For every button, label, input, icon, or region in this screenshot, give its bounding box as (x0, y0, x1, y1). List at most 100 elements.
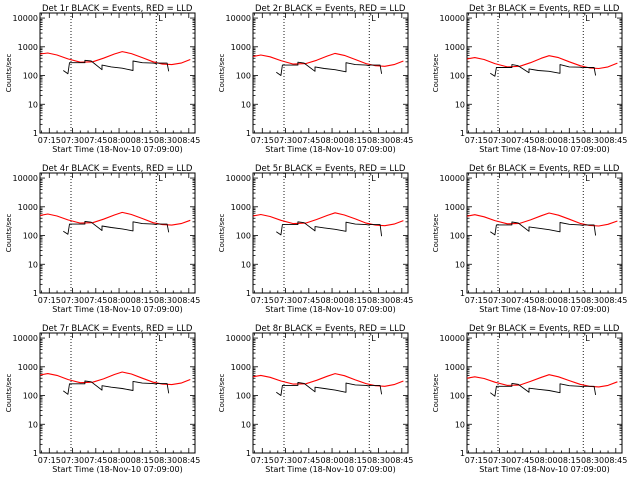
panel-title: Det 1r BLACK = Events, RED = LLD (42, 4, 193, 14)
y-tick-label: 10000 (226, 174, 251, 183)
y-tick-label: 100 (236, 232, 251, 241)
y-axis-label: Counts/sec (5, 214, 13, 253)
x-tick-label: 08:30 (367, 136, 390, 145)
x-tick-label: 08:30 (367, 296, 390, 305)
lld-rate-line (467, 55, 618, 70)
y-tick-label: 1 (33, 129, 38, 138)
y-axis-label: Counts/sec (5, 54, 13, 93)
marker-label: L (158, 334, 163, 343)
plot-frame (466, 332, 623, 454)
x-axis-label: Start Time (18-Nov-10 07:09:00) (479, 145, 609, 154)
x-tick-label: 08:15 (344, 296, 367, 305)
event-rate-line (276, 221, 383, 237)
x-tick-label: 07:15 (38, 456, 61, 465)
y-tick-label: 10000 (226, 14, 251, 23)
marker-label: L (158, 14, 163, 23)
event-rate-line (490, 221, 597, 236)
x-tick-label: 08:15 (131, 136, 154, 145)
y-tick-label: 10000 (440, 14, 465, 23)
detector-panel-3: Det 3r BLACK = Events, RED = LLD 1 10 100 10… (432, 4, 627, 154)
y-tick-label: 100 (450, 232, 465, 241)
y-tick-label: 1000 (231, 43, 251, 52)
y-tick-label: 10000 (440, 334, 465, 343)
marker-label: L (371, 174, 376, 183)
plot-frame (466, 172, 623, 294)
x-tick-label: 08:30 (154, 136, 177, 145)
y-tick-label: 10 (28, 100, 38, 109)
y-axis-label: Counts/sec (432, 54, 440, 93)
x-tick-label: 07:15 (465, 456, 488, 465)
x-tick-label: 08:00 (321, 296, 344, 305)
detector-panel-2: Det 2r BLACK = Events, RED = LLD 1 10 100 10… (218, 4, 413, 154)
x-tick-label: 07:15 (465, 136, 488, 145)
x-axis-label: Start Time (18-Nov-10 07:09:00) (265, 465, 395, 474)
x-tick-label: 08:00 (108, 456, 131, 465)
lld-rate-line (467, 374, 618, 388)
y-tick-label: 1 (33, 449, 38, 458)
y-tick-label: 10000 (13, 14, 38, 23)
x-tick-label: 08:30 (581, 456, 604, 465)
y-tick-label: 1 (460, 449, 465, 458)
x-axis-label: Start Time (18-Nov-10 07:09:00) (479, 465, 609, 474)
x-tick-label: 08:45 (390, 456, 413, 465)
x-tick-label: 07:30 (488, 296, 511, 305)
y-tick-label: 10 (28, 260, 38, 269)
x-tick-label: 07:30 (488, 456, 511, 465)
y-tick-label: 1000 (231, 203, 251, 212)
detector-panel-5: Det 5r BLACK = Events, RED = LLD 1 10 100 10… (218, 164, 413, 314)
x-tick-label: 07:15 (465, 296, 488, 305)
x-tick-label: 07:30 (61, 136, 84, 145)
panel-title: Det 7r BLACK = Events, RED = LLD (42, 324, 193, 334)
x-tick-label: 07:45 (297, 296, 320, 305)
lld-rate-line (253, 373, 404, 387)
marker-label: L (371, 14, 376, 23)
marker-label: L (585, 174, 590, 183)
event-rate-line (63, 380, 170, 395)
plot-frame (39, 12, 196, 134)
y-tick-label: 1000 (18, 363, 38, 372)
y-tick-label: 100 (23, 232, 38, 241)
detector-panel-9: Det 9r BLACK = Events, RED = LLD 1 10 100 10… (432, 324, 627, 474)
y-tick-label: 1 (246, 129, 251, 138)
y-tick-label: 10 (241, 100, 251, 109)
y-axis-label: Counts/sec (218, 54, 226, 93)
y-tick-label: 10000 (440, 174, 465, 183)
y-tick-label: 10 (241, 420, 251, 429)
event-rate-line (63, 220, 170, 235)
x-tick-label: 08:15 (131, 296, 154, 305)
y-tick-label: 1000 (445, 363, 465, 372)
marker-label: L (371, 334, 376, 343)
marker-label: L (158, 174, 163, 183)
x-tick-label: 08:15 (558, 296, 581, 305)
x-tick-label: 07:45 (511, 296, 534, 305)
x-tick-label: 07:30 (274, 136, 297, 145)
y-tick-label: 1000 (18, 203, 38, 212)
panel-title: Det 4r BLACK = Events, RED = LLD (42, 164, 193, 174)
marker-label: L (585, 14, 590, 23)
y-tick-label: 100 (23, 72, 38, 81)
y-axis-label: Counts/sec (5, 374, 13, 413)
x-tick-label: 07:15 (251, 456, 274, 465)
x-tick-label: 07:30 (274, 296, 297, 305)
y-tick-label: 10 (455, 260, 465, 269)
x-axis-label: Start Time (18-Nov-10 07:09:00) (479, 305, 609, 314)
plot-frame (466, 12, 623, 134)
x-tick-label: 08:45 (604, 456, 627, 465)
y-tick-label: 10000 (13, 334, 38, 343)
x-tick-label: 08:45 (177, 136, 200, 145)
y-tick-label: 10 (28, 420, 38, 429)
lld-rate-line (40, 51, 191, 66)
plot-frame (252, 172, 409, 294)
lld-rate-line (253, 212, 404, 227)
x-tick-label: 08:30 (154, 296, 177, 305)
x-tick-label: 07:30 (61, 296, 84, 305)
marker-label: L (585, 334, 590, 343)
y-tick-label: 10 (241, 260, 251, 269)
y-tick-label: 10 (455, 100, 465, 109)
x-tick-label: 08:00 (108, 136, 131, 145)
panel-title: Det 5r BLACK = Events, RED = LLD (255, 164, 406, 174)
detector-panel-1: Det 1r BLACK = Events, RED = LLD 1 10 100 10… (5, 4, 200, 154)
x-axis-label: Start Time (18-Nov-10 07:09:00) (52, 465, 182, 474)
x-axis-label: Start Time (18-Nov-10 07:09:00) (265, 305, 395, 314)
x-tick-label: 08:45 (604, 136, 627, 145)
